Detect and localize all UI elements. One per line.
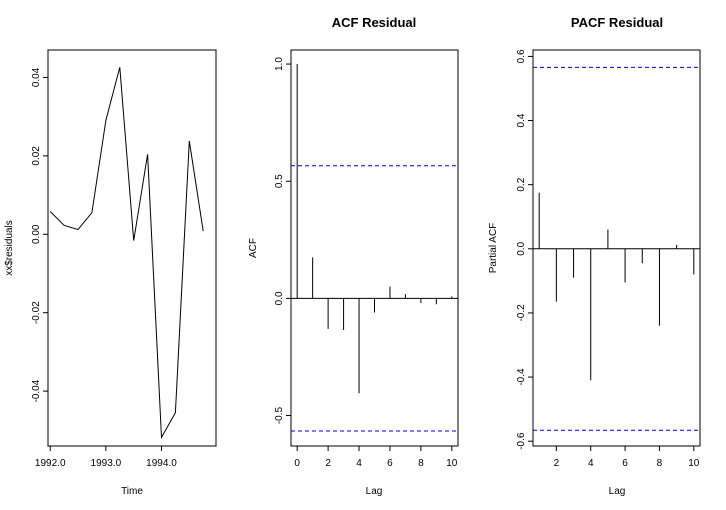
acf-y-tick-label: -0.5 — [274, 406, 285, 424]
acf-x-tick-label: 10 — [446, 458, 458, 469]
pacf-x-tick-label: 2 — [554, 458, 560, 469]
pacf-y-label: Partial ACF — [488, 223, 499, 274]
pacf-y-tick-label: 0.6 — [516, 49, 527, 63]
residuals-x-tick-label: 1993.0 — [91, 458, 122, 469]
pacf-y-tick-label: 0.4 — [516, 113, 527, 127]
acf-x-tick-label: 0 — [294, 458, 300, 469]
residuals-y-tick-label: -0.02 — [31, 301, 42, 324]
pacf-y-tick-label: -0.6 — [516, 432, 527, 450]
residuals-x-label: Time — [121, 486, 143, 497]
acf-y-tick-label: 0.0 — [274, 291, 285, 305]
residuals-y-tick-label: 0.04 — [31, 67, 42, 87]
residuals-y-label: xx$residuals — [4, 220, 15, 276]
acf-x-tick-label: 8 — [418, 458, 424, 469]
acf-plot-frame — [290, 49, 459, 447]
pacf-x-tick-label: 4 — [588, 458, 594, 469]
acf-x-tick-label: 4 — [356, 458, 362, 469]
acf-title: ACF Residual — [332, 15, 417, 30]
acf-y-tick-label: 0.5 — [274, 174, 285, 188]
residuals-plot-frame — [47, 49, 217, 447]
pacf-x-tick-label: 8 — [657, 458, 663, 469]
pacf-y-tick-label: -0.2 — [516, 304, 527, 322]
pacf-title: PACF Residual — [571, 15, 663, 30]
pacf-y-tick-label: 0.0 — [516, 241, 527, 255]
acf-y-label: ACF — [248, 238, 259, 258]
residuals-x-tick-label: 1992.0 — [35, 458, 66, 469]
residuals-y-tick-label: 0.00 — [31, 224, 42, 244]
pacf-x-tick-label: 10 — [688, 458, 700, 469]
acf-x-tick-label: 2 — [325, 458, 331, 469]
acf-x-label: Lag — [366, 486, 383, 497]
pacf-y-tick-label: 0.2 — [516, 177, 527, 191]
acf-x-tick-label: 6 — [387, 458, 393, 469]
pacf-plot-frame — [532, 49, 701, 447]
pacf-x-label: Lag — [609, 486, 626, 497]
residuals-y-tick-label: -0.04 — [31, 379, 42, 402]
pacf-y-tick-label: -0.4 — [516, 368, 527, 386]
residuals-y-tick-label: 0.02 — [31, 146, 42, 166]
pacf-x-tick-label: 6 — [622, 458, 628, 469]
residuals-line — [49, 67, 204, 440]
residuals-x-tick-label: 1994.0 — [146, 458, 177, 469]
acf-y-tick-label: 1.0 — [274, 57, 285, 71]
